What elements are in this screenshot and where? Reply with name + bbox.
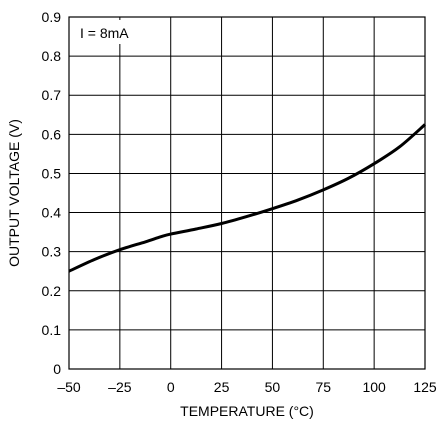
x-tick-label: 25 — [214, 379, 230, 395]
y-axis-title: OUTPUT VOLTAGE (V) — [6, 119, 22, 267]
annotation-background — [72, 20, 158, 44]
y-tick-label: 0.4 — [42, 205, 62, 221]
x-tick-label: 0 — [167, 379, 175, 395]
x-tick-label: 50 — [265, 379, 281, 395]
y-tick-label: 0.2 — [42, 283, 62, 299]
y-tick-label: 0.7 — [42, 87, 62, 103]
series-line — [68, 123, 426, 273]
x-tick-label: 125 — [413, 379, 437, 395]
x-tick-label: 100 — [362, 379, 386, 395]
y-tick-label: 0.3 — [42, 244, 62, 260]
y-tick-label: 0.5 — [42, 165, 62, 181]
y-tick-label: 0.1 — [42, 322, 62, 338]
x-tick-label: –25 — [108, 379, 132, 395]
y-tick-label: 0.8 — [42, 48, 62, 64]
x-tick-label: 75 — [315, 379, 331, 395]
annotation-label: I = 8mA — [80, 25, 129, 41]
tick-labels: –50 –25 0 25 50 75 100 125 0 0.1 0.2 0.3 0.4 0.5 0.6 0.… — [42, 9, 437, 395]
y-tick-label: 0.6 — [42, 126, 62, 142]
x-tick-label: –50 — [57, 379, 81, 395]
x-axis-title: TEMPERATURE (°C) — [180, 403, 314, 419]
grid — [68, 16, 426, 370]
plot-frame — [68, 16, 426, 370]
y-tick-label: 0 — [53, 361, 61, 377]
y-tick-label: 0.9 — [42, 9, 62, 25]
